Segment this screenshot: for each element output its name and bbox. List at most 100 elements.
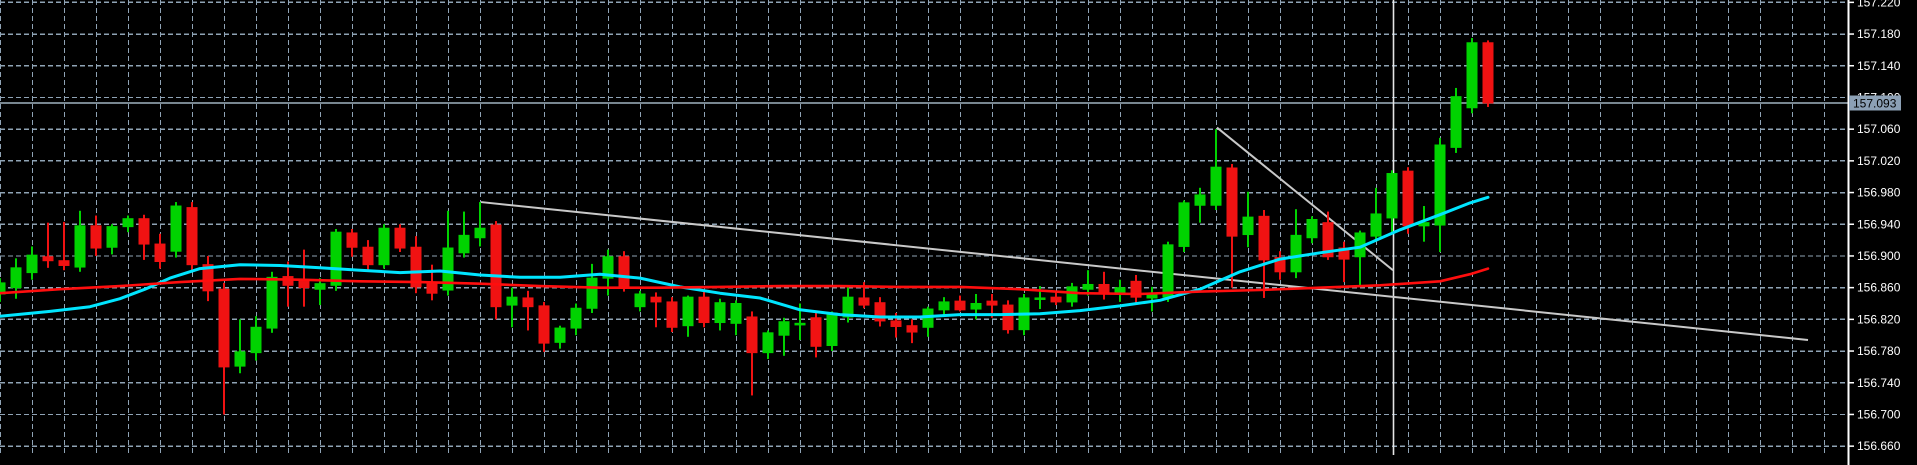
- candle: [122, 215, 134, 233]
- price-axis-label: 156.980: [1857, 186, 1901, 200]
- candle: [1066, 282, 1078, 307]
- candle: [186, 202, 198, 272]
- candle-body: [362, 246, 374, 266]
- candle: [1402, 167, 1414, 234]
- candle-body: [58, 260, 70, 266]
- candle-body: [698, 296, 710, 324]
- candle: [0, 278, 6, 302]
- candle: [1050, 291, 1062, 306]
- candle: [154, 233, 166, 269]
- candle: [874, 297, 886, 327]
- candle-body: [666, 301, 678, 328]
- candle: [714, 298, 726, 331]
- candle-body: [858, 297, 870, 306]
- candle: [346, 229, 358, 257]
- slow-ma-red[interactable]: [0, 267, 1490, 296]
- candle: [1226, 164, 1238, 288]
- candle-body: [154, 243, 166, 263]
- price-axis-label: 156.900: [1857, 249, 1901, 263]
- price-axis-label: 157.220: [1857, 0, 1901, 9]
- candle-body: [1274, 257, 1286, 273]
- candle-body: [10, 267, 22, 289]
- price-axis[interactable]: 157.220157.180157.140157.100157.060157.0…: [1847, 0, 1901, 465]
- candle: [266, 271, 278, 333]
- candle-body: [970, 303, 982, 310]
- candle-body: [346, 232, 358, 248]
- candle: [474, 202, 486, 247]
- candle-body: [1098, 283, 1110, 294]
- price-axis-label: 156.940: [1857, 217, 1901, 231]
- price-axis-label: 156.660: [1857, 439, 1901, 453]
- fast-ma-cyan[interactable]: [0, 195, 1490, 319]
- candle: [378, 224, 390, 269]
- candle: [1194, 187, 1206, 223]
- candle-body: [1194, 194, 1206, 206]
- candle-body: [282, 276, 294, 286]
- candle: [634, 290, 646, 312]
- candle-body: [186, 207, 198, 266]
- candle-body: [1226, 167, 1238, 237]
- candle: [570, 303, 582, 336]
- price-axis-label: 156.860: [1857, 281, 1901, 295]
- candle: [746, 311, 758, 396]
- candle: [1274, 251, 1286, 280]
- candle: [1370, 187, 1382, 242]
- candle-body: [0, 282, 6, 295]
- candle-body: [618, 256, 630, 287]
- candle: [314, 278, 326, 306]
- candle-body: [730, 303, 742, 324]
- candle-body: [1162, 244, 1174, 298]
- candle: [1210, 129, 1222, 210]
- candle: [1434, 137, 1446, 252]
- candle: [1450, 87, 1462, 153]
- candle-body: [1258, 215, 1270, 261]
- candle-body: [714, 302, 726, 324]
- candle-body: [602, 256, 614, 279]
- candle: [810, 313, 822, 358]
- candle: [410, 236, 422, 294]
- candle-body: [1482, 42, 1494, 104]
- candle-body: [1210, 166, 1222, 206]
- price-axis-label: 156.780: [1857, 344, 1901, 358]
- candle-body: [810, 317, 822, 347]
- candle: [42, 222, 54, 268]
- candle-body: [106, 226, 118, 248]
- candle: [74, 210, 86, 272]
- candle-body: [954, 300, 966, 311]
- candle-body: [266, 276, 278, 329]
- candle-body: [426, 282, 438, 294]
- candle: [826, 311, 838, 352]
- candle: [506, 287, 518, 328]
- candle: [618, 251, 630, 292]
- candle-body: [1178, 202, 1190, 247]
- candle-body: [682, 296, 694, 327]
- candle: [906, 319, 918, 344]
- candle: [1178, 200, 1190, 252]
- candle-body: [42, 256, 54, 262]
- price-axis-label: 157.060: [1857, 122, 1901, 136]
- candles-layer: [0, 38, 1494, 415]
- candle: [1466, 38, 1478, 114]
- candle-body: [218, 288, 230, 368]
- candle-body: [1466, 42, 1478, 109]
- candle: [442, 210, 454, 296]
- candle-body: [538, 305, 550, 344]
- candle-body: [1242, 216, 1254, 236]
- candle-body: [394, 227, 406, 249]
- candle-body: [586, 277, 598, 309]
- candle: [282, 261, 294, 307]
- candle: [234, 319, 246, 374]
- candle-body: [938, 301, 950, 311]
- long-descending-trendline[interactable]: [480, 201, 1809, 341]
- candle-body: [90, 225, 102, 249]
- price-axis-label: 157.140: [1857, 59, 1901, 73]
- candle: [298, 249, 310, 307]
- candle-body: [1402, 170, 1414, 227]
- candle-body: [234, 351, 246, 367]
- candle-body: [138, 218, 150, 245]
- candle-body: [330, 231, 342, 286]
- candle: [26, 246, 38, 280]
- candle: [362, 240, 374, 271]
